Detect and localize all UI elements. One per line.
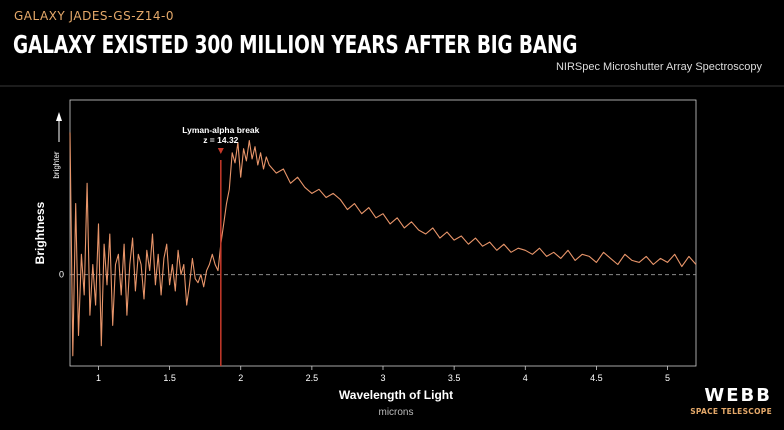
galaxy-id-label: GALAXY JADES-GS-Z14-0 [14,9,174,23]
x-axis-unit: microns [378,407,413,418]
x-tick-label: 5 [665,373,670,383]
spectrum-series [69,132,697,357]
x-ticks-group: 1 1.5 2 2.5 3 3.5 4 4.5 5 [96,366,670,383]
x-tick-label: 1.5 [163,373,176,383]
instrument-subtitle: NIRSpec Microshutter Array Spectroscopy [555,61,762,73]
y-axis-zero-tick: 0 [59,270,64,280]
plot-frame [69,99,697,367]
x-tick-label: 4 [523,373,528,383]
up-arrow-icon [56,112,62,121]
x-tick-label: 3.5 [448,373,461,383]
x-tick-label: 4.5 [590,373,603,383]
y-axis-title: Brightness [33,201,47,264]
x-tick-label: 3 [380,373,385,383]
break-annotation-redshift: z = 14.32 [203,135,238,145]
spectrum-line [69,132,697,357]
webb-logo-subtitle: SPACE TELESCOPE [690,407,772,416]
page-title: GALAXY EXISTED 300 MILLION YEARS AFTER B… [13,30,578,59]
header-divider [0,85,784,87]
y-axis-brighter-label: brighter [52,151,61,178]
x-tick-label: 2 [238,373,243,383]
x-axis-title: Wavelength of Light [339,388,453,402]
break-marker-arrow-icon [217,148,224,154]
webb-logo: WEBB [704,385,772,406]
x-tick-label: 1 [96,373,101,383]
x-tick-label: 2.5 [306,373,319,383]
break-annotation-label: Lyman-alpha break [182,125,259,135]
